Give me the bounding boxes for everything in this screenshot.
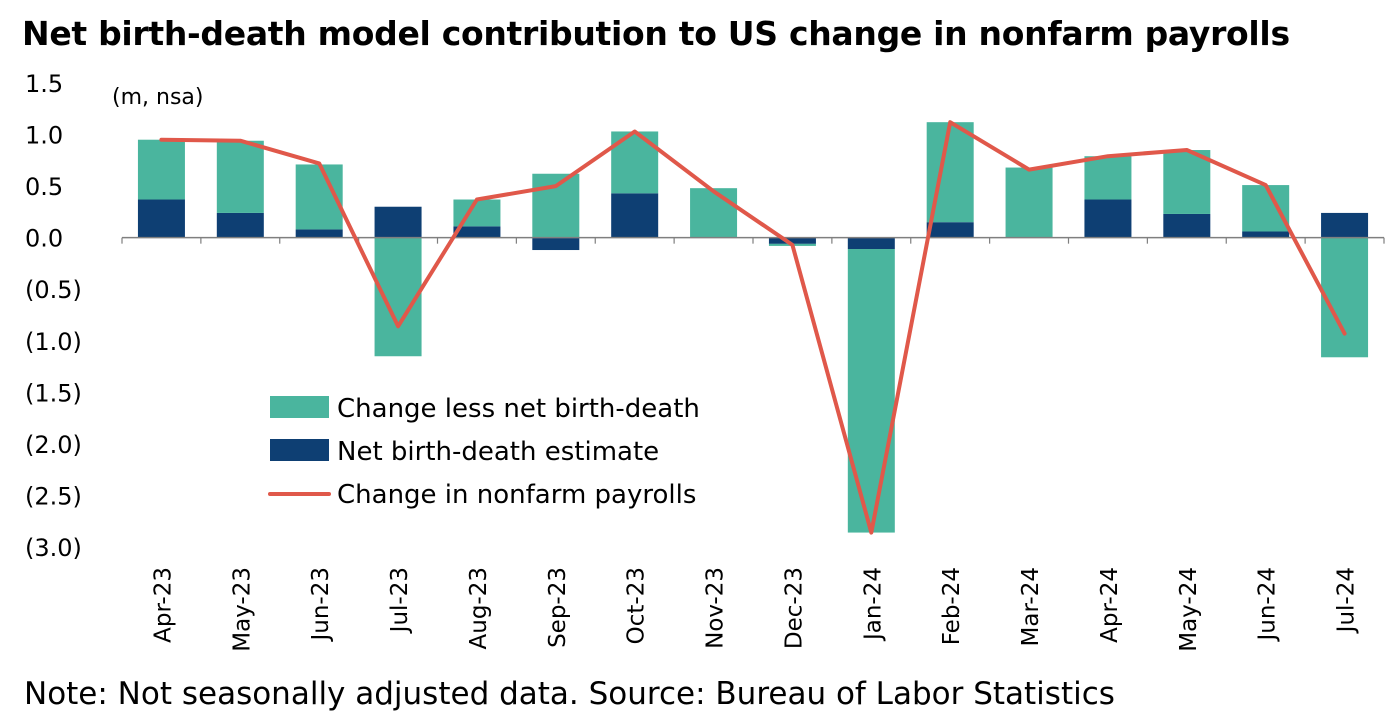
x-tick-label: Sep-23 [545, 567, 571, 648]
net-birth-death-bar [1163, 213, 1211, 238]
unit-label: (m, nsa) [112, 85, 203, 110]
net-birth-death-bar [611, 193, 659, 238]
y-tick-label: (2.0) [25, 431, 82, 459]
y-tick-label: 1.5 [25, 70, 63, 98]
legend-label: Net birth-death estimate [337, 437, 659, 467]
x-tick-label: May-23 [229, 567, 255, 652]
line-layer [159, 120, 1347, 535]
net-birth-death-bar [1321, 212, 1369, 238]
net-birth-death-bar [453, 226, 501, 238]
legend-label: Change less net birth-death [337, 394, 700, 424]
net-birth-death-bar [1084, 199, 1132, 238]
x-tick-label: Oct-23 [624, 567, 650, 644]
axis-layer [121, 236, 1385, 244]
x-tick-label: Nov-23 [703, 567, 729, 649]
change-less-birth-death-bar [1321, 237, 1369, 358]
net-birth-death-bar [768, 237, 816, 244]
y-tick-label: 0.0 [25, 225, 63, 253]
net-birth-death-bar [374, 206, 422, 238]
y-tick-label: (1.0) [25, 328, 82, 356]
chart-title: Net birth-death model contribution to US… [22, 14, 1290, 53]
net-birth-death-bar [532, 237, 580, 251]
y-tick-label: (1.5) [25, 379, 82, 407]
y-tick-label: 1.0 [25, 122, 63, 150]
y-tick-label: (0.5) [25, 276, 82, 304]
y-tick-label: (3.0) [25, 534, 82, 562]
x-tick-label: Apr-23 [150, 567, 176, 643]
net-birth-death-bar [216, 212, 264, 238]
label-layer: 1.5 1.0 0.5 0.0 (0.5) (1.0) (1.5) (2.0) (2.5) (3.… [25, 70, 1360, 652]
x-tick-label: Mar-24 [1018, 567, 1044, 647]
change-less-birth-death-bar [690, 188, 738, 238]
x-tick-label: Apr-24 [1097, 567, 1123, 643]
legend-swatch-net-birth-death [270, 439, 329, 461]
net-birth-death-bar [926, 222, 974, 238]
change-less-birth-death-bar [216, 140, 264, 213]
x-tick-label: Feb-24 [939, 567, 965, 645]
nonfarm-payrolls-line [159, 120, 1347, 535]
chart-note: Note: Not seasonally adjusted data. Sour… [24, 676, 1115, 712]
legend-label: Change in nonfarm payrolls [337, 480, 696, 510]
net-birth-death-bar [847, 237, 895, 250]
x-tick-label: May-24 [1176, 567, 1202, 652]
change-less-birth-death-bar [1242, 185, 1290, 232]
change-less-birth-death-bar [1163, 150, 1211, 214]
change-less-birth-death-bar [1005, 167, 1053, 238]
net-birth-death-bar [137, 199, 185, 238]
legend-swatch-change-less-birth-death [270, 396, 329, 418]
y-tick-label: (2.5) [25, 482, 82, 510]
net-birth-death-bar [295, 229, 343, 238]
x-tick-label: Jan-24 [860, 567, 886, 642]
x-tick-label: Jun-24 [1255, 567, 1281, 643]
x-tick-label: Dec-23 [781, 567, 807, 649]
change-less-birth-death-bar [1084, 156, 1132, 200]
change-less-birth-death-bar [847, 249, 895, 533]
change-less-birth-death-bar [532, 173, 580, 238]
x-tick-label: Jul-24 [1334, 567, 1360, 634]
y-tick-label: 0.5 [25, 173, 63, 201]
x-tick-label: Aug-23 [466, 567, 492, 649]
bars-layer [137, 122, 1369, 533]
net-birth-death-bar [1242, 231, 1290, 238]
x-tick-label: Jun-23 [308, 567, 334, 643]
legend: Change less net birth-death Net birth-dea… [268, 394, 700, 510]
change-less-birth-death-bar [137, 139, 185, 200]
x-tick-label: Jul-23 [387, 567, 413, 634]
